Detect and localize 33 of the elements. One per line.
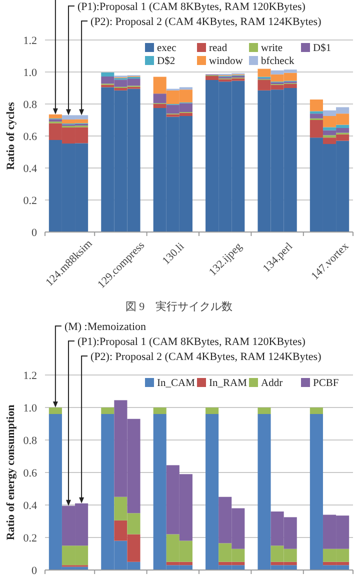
- legend-label: PCBF: [313, 378, 339, 389]
- y-tick-label: 0.8: [23, 434, 38, 447]
- legend-label: exec: [157, 43, 177, 54]
- legend-label: Addr: [261, 378, 284, 389]
- text: 図 9 実行サイクル数: [125, 300, 233, 313]
- y-tick-label: 0.6: [23, 467, 38, 480]
- y-tick-label: 0.8: [23, 98, 38, 111]
- legend-label: bfcheck: [261, 56, 295, 67]
- y-tick-label: 0.4: [23, 500, 38, 512]
- y-tick-label: 1.2: [23, 34, 37, 47]
- legend-label: write: [261, 43, 283, 54]
- y-axis-title: Ratio of cycles: [5, 101, 17, 170]
- legend-label: read: [209, 43, 228, 54]
- legend-label: In_CAM: [157, 378, 196, 389]
- legend-label: D$1: [313, 43, 332, 54]
- y-tick-label: 0.6: [23, 130, 38, 143]
- text: (P1):Proposal 1 (CAM 8KBytes, RAM 120KBytes): [77, 1, 306, 13]
- y-axis-title: Ratio of energy consumption: [5, 404, 17, 540]
- legend-label: D$2: [157, 56, 176, 67]
- y-tick-label: 0.4: [23, 162, 38, 175]
- text: (M) :Memoization: [64, 321, 147, 333]
- y-tick-label: 0.2: [23, 194, 37, 207]
- y-tick-label: 0.2: [23, 532, 37, 544]
- text: (P2): Proposal 2 (CAM 4KBytes, RAM 124KBytes): [90, 16, 322, 28]
- y-tick-label: 1.0: [23, 66, 38, 79]
- text: (P1):Proposal 1 (CAM 8KBytes, RAM 120KBytes): [77, 336, 306, 348]
- y-tick-label: 1.2: [23, 370, 37, 382]
- y-tick-label: 1.0: [23, 402, 38, 414]
- legend-label: window: [209, 56, 244, 67]
- y-tick-label: 0: [32, 226, 38, 239]
- y-tick-label: 0: [32, 564, 38, 577]
- text: (P2): Proposal 2 (CAM 4KBytes, RAM 124KBytes): [90, 351, 322, 363]
- legend-label: In_RAM: [209, 378, 248, 389]
